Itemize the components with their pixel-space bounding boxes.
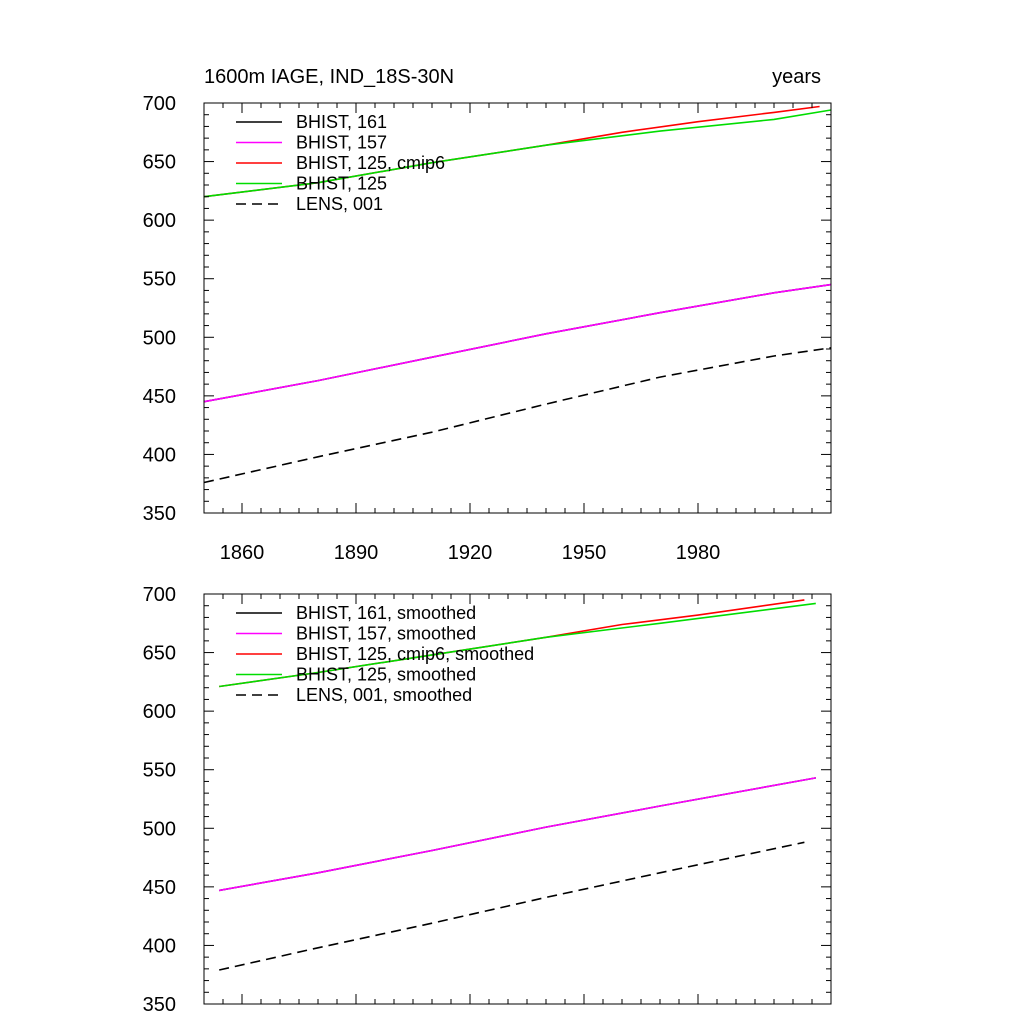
legend-label: BHIST, 125 <box>296 174 387 194</box>
series-line-4 <box>203 109 832 198</box>
y-tick-label: 500 <box>143 327 176 349</box>
y-tick-label: 650 <box>143 152 176 174</box>
x-tick-label: 1950 <box>562 542 607 564</box>
legend-label: LENS, 001, smoothed <box>296 685 472 705</box>
legend-label: BHIST, 157 <box>296 133 387 153</box>
panel-1: 1600m IAGE, IND_18S-30N years 350 400 450 500… <box>143 66 832 564</box>
x-tick-label: 1890 <box>334 542 379 564</box>
plot-frame <box>203 593 832 1005</box>
series-line-5 <box>203 347 832 484</box>
y-tick-label: 400 <box>143 444 176 466</box>
panel-2: 350 400 450 500 550 600 650 700 BHIST, 161, smoo… <box>143 584 832 1016</box>
y-tick-label: 600 <box>143 210 176 232</box>
y-tick-label: 450 <box>143 386 176 408</box>
legend-label: BHIST, 157, smoothed <box>296 624 476 644</box>
series-line-2 <box>219 777 816 892</box>
plot-frame <box>203 102 832 514</box>
series-line-5 <box>219 841 805 971</box>
y-tick-label: 400 <box>143 935 176 957</box>
y-tick-label: 600 <box>143 701 176 723</box>
series-line-4 <box>219 602 816 688</box>
y-tick-label: 500 <box>143 818 176 840</box>
title-right: years <box>772 66 821 88</box>
legend-label: LENS, 001 <box>296 194 383 214</box>
y-tick-label: 450 <box>143 877 176 899</box>
y-tick-label: 550 <box>143 760 176 782</box>
legend-label: BHIST, 125, cmip6 <box>296 153 445 173</box>
x-tick-label: 1860 <box>220 542 265 564</box>
y-tick-label: 650 <box>143 643 176 665</box>
legend-label: BHIST, 161 <box>296 112 387 132</box>
series-line-2 <box>203 283 832 403</box>
x-tick-label: 1980 <box>676 542 721 564</box>
legend-label: BHIST, 125, smoothed <box>296 665 476 685</box>
y-tick-label: 350 <box>143 503 176 525</box>
y-tick-label: 700 <box>143 93 176 115</box>
title-left: 1600m IAGE, IND_18S-30N <box>204 66 454 88</box>
y-tick-label: 550 <box>143 269 176 291</box>
y-tick-label: 700 <box>143 584 176 606</box>
legend-label: BHIST, 161, smoothed <box>296 603 476 623</box>
legend-label: BHIST, 125, cmip6, smoothed <box>296 644 534 664</box>
x-tick-label: 1920 <box>448 542 493 564</box>
y-tick-label: 350 <box>143 994 176 1016</box>
